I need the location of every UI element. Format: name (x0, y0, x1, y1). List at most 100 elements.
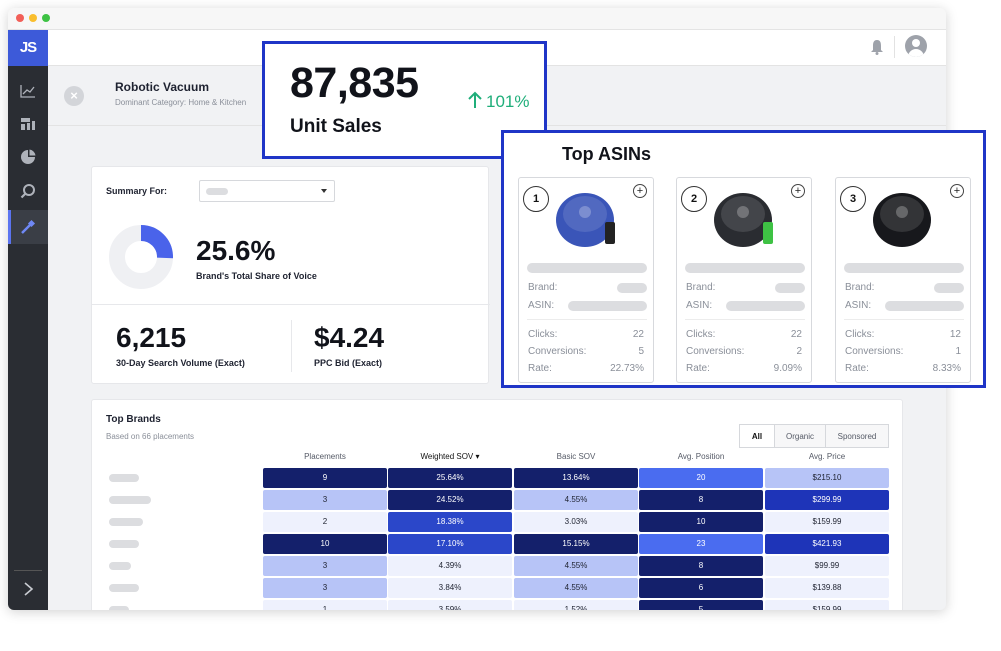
asin-card[interactable]: 1 + Brand: ASIN: Clicks: 22 Conversions: 5 Rate:… (518, 177, 654, 383)
table-cell-avg-position: 8 (639, 490, 763, 510)
asin-title-placeholder (685, 263, 805, 273)
table-cell-avg-price: $421.93 (765, 534, 889, 554)
brand-name-placeholder (109, 562, 131, 570)
search-volume-value: 6,215 (116, 322, 187, 353)
asin-brand-placeholder (934, 283, 964, 293)
table-cell-placements: 3 (263, 556, 387, 576)
summary-divider (92, 304, 490, 305)
asin-conversions-value: 1 (955, 346, 961, 357)
brand-name-placeholder (109, 540, 139, 548)
asin-id-label: ASIN: (686, 300, 713, 311)
col-header-avg-price[interactable]: Avg. Price (808, 452, 846, 461)
bell-icon[interactable] (870, 39, 884, 60)
avatar[interactable] (905, 35, 927, 57)
asin-clicks-label: Clicks: (845, 329, 875, 340)
search-volume-caption: 30-Day Search Volume (Exact) (116, 358, 245, 368)
chevron-right-icon[interactable] (16, 578, 40, 600)
unit-sales-change: 101% (486, 92, 530, 111)
table-cell-placements: 9 (263, 468, 387, 488)
robot-vacuum-image (873, 193, 931, 247)
app-logo[interactable]: JS (8, 30, 48, 66)
top-brands-subtitle: Based on 66 placements (106, 432, 195, 441)
asin-rank-badge: 2 (681, 186, 707, 212)
table-cell-avg-position: 8 (639, 556, 763, 576)
table-cell-weighted-sov: 24.52% (388, 490, 512, 510)
table-cell-avg-position: 5 (639, 600, 763, 610)
asin-rank-badge: 3 (840, 186, 866, 212)
maximize-window-button[interactable] (42, 14, 50, 22)
asin-rate-value: 22.73% (610, 363, 644, 374)
table-cell-avg-price: $139.88 (765, 578, 889, 598)
table-cell-placements: 1 (263, 600, 387, 610)
table-cell-basic-sov: 1.52% (514, 600, 638, 610)
add-asin-icon[interactable]: + (633, 184, 647, 198)
col-header-basic-sov[interactable]: Basic SOV (556, 452, 596, 461)
asin-clicks-label: Clicks: (528, 329, 558, 340)
asin-brand-placeholder (617, 283, 647, 293)
asin-rate-label: Rate: (845, 363, 869, 374)
col-header-avg-position[interactable]: Avg. Position (677, 452, 725, 461)
asin-conversions-label: Conversions: (845, 346, 904, 357)
asin-brand-placeholder (775, 283, 805, 293)
product-subtitle: Dominant Category: Home & Kitchen (115, 98, 247, 107)
asin-rate-value: 8.33% (932, 363, 961, 374)
table-cell-weighted-sov: 4.39% (388, 556, 512, 576)
asin-card-divider (527, 319, 647, 320)
add-asin-icon[interactable]: + (950, 184, 964, 198)
add-asin-icon[interactable]: + (791, 184, 805, 198)
close-product-button[interactable]: × (64, 86, 84, 106)
table-cell-avg-price: $215.10 (765, 468, 889, 488)
summary-select[interactable] (199, 180, 335, 202)
asin-rate-label: Rate: (686, 363, 710, 374)
table-cell-avg-position: 23 (639, 534, 763, 554)
table-cell-weighted-sov: 17.10% (388, 534, 512, 554)
asin-card-divider (685, 319, 805, 320)
table-cell-basic-sov: 15.15% (514, 534, 638, 554)
table-cell-basic-sov: 4.55% (514, 490, 638, 510)
table-cell-basic-sov: 4.55% (514, 578, 638, 598)
asin-brand-label: Brand: (845, 282, 875, 293)
sort-desc-icon: ▾ (475, 452, 480, 461)
asin-brand-label: Brand: (686, 282, 716, 293)
asin-conversions-label: Conversions: (528, 346, 587, 357)
caret-down-icon (321, 189, 327, 193)
asin-id-label: ASIN: (845, 300, 872, 311)
asin-card[interactable]: 3 + Brand: ASIN: Clicks: 12 Conversions: 1 Rate:… (835, 177, 971, 383)
table-cell-weighted-sov: 3.59% (388, 600, 512, 610)
asin-clicks-value: 22 (632, 329, 644, 340)
table-cell-placements: 10 (263, 534, 387, 554)
table-cell-basic-sov: 3.03% (514, 512, 638, 532)
trend-chart-icon[interactable] (16, 80, 40, 102)
summary-label: Summary For: (106, 186, 168, 196)
sidebar-divider (14, 570, 42, 571)
col-header-placements[interactable]: Placements (304, 452, 346, 461)
filter-organic-button[interactable]: Organic (774, 424, 826, 448)
metrics-divider (291, 320, 292, 372)
table-cell-avg-position: 20 (639, 468, 763, 488)
table-cell-weighted-sov: 25.64% (388, 468, 512, 488)
filter-all-button[interactable]: All (739, 424, 775, 448)
asin-rate-value: 9.09% (773, 363, 802, 374)
table-cell-avg-price: $99.99 (765, 556, 889, 576)
wand-tool-icon[interactable] (16, 216, 40, 238)
minimize-window-button[interactable] (29, 14, 37, 22)
asin-id-placeholder (885, 301, 964, 311)
table-cell-placements: 3 (263, 578, 387, 598)
asin-clicks-label: Clicks: (686, 329, 716, 340)
asin-card[interactable]: 2 + Brand: ASIN: Clicks: 22 Conversions: 2 Rate:… (676, 177, 812, 383)
close-window-button[interactable] (16, 14, 24, 22)
window-titlebar (8, 8, 946, 30)
asin-brand-label: Brand: (528, 282, 558, 293)
search-icon[interactable] (16, 180, 40, 202)
asin-id-placeholder (726, 301, 805, 311)
brand-name-placeholder (109, 496, 151, 504)
col-header-weighted-sov[interactable]: Weighted SOV ▾ (388, 452, 512, 461)
brand-name-placeholder (109, 518, 143, 526)
pie-chart-icon[interactable] (16, 146, 40, 168)
share-of-voice-value: 25.6% (196, 235, 276, 266)
bar-chart-icon[interactable] (16, 113, 40, 135)
robot-vacuum-image (714, 193, 773, 247)
filter-sponsored-button[interactable]: Sponsored (825, 424, 889, 448)
ppc-bid-caption: PPC Bid (Exact) (314, 358, 383, 368)
asin-rate-label: Rate: (528, 363, 552, 374)
